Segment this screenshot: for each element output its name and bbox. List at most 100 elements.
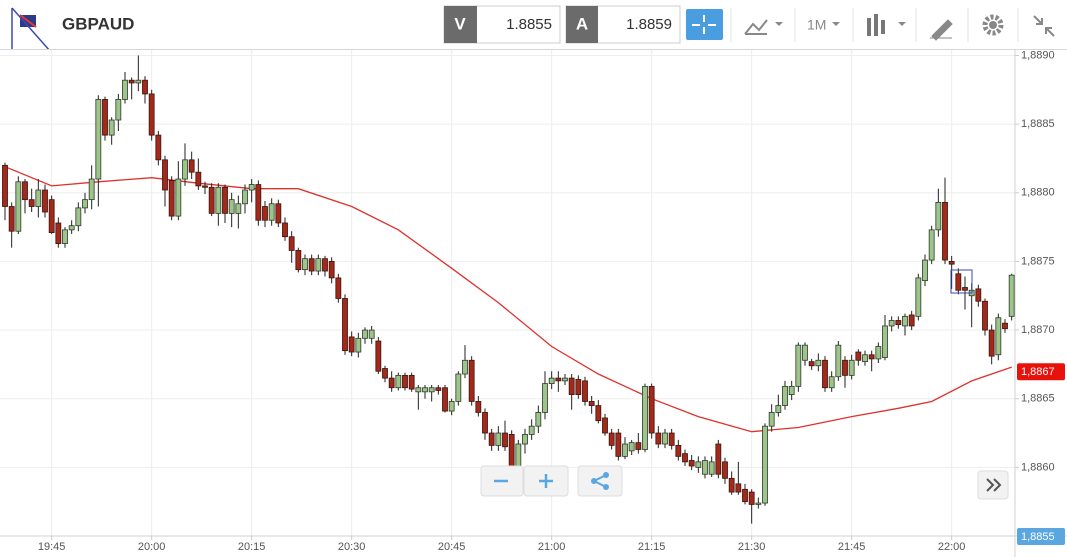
x-tick-label: 21:30	[738, 541, 766, 553]
candle-body-down	[1002, 322, 1008, 330]
share-dot	[591, 478, 597, 484]
candle-body-down	[295, 250, 302, 271]
y-tick-label: 1,8870	[1021, 324, 1055, 336]
candle-body-down	[482, 412, 488, 434]
x-tick-label: 20:00	[138, 541, 166, 553]
candle-body-down	[148, 93, 155, 136]
candle-body-down	[282, 222, 288, 238]
candle-body-down	[982, 300, 988, 331]
draw-icon[interactable]	[930, 19, 953, 41]
candle-body-down	[222, 186, 228, 214]
candle-body-up	[495, 432, 502, 446]
candle-body-up	[795, 344, 802, 387]
scroll-end-icon	[986, 478, 1002, 492]
toolbar-graphics: GBPAUD V 1.8855 A 1.8859 1M	[11, 5, 1055, 49]
candle-body-down	[328, 261, 335, 279]
x-tick-label: 21:45	[838, 541, 866, 553]
candle-body-up	[95, 99, 102, 180]
candle-body-down	[128, 79, 135, 84]
candle-body-up	[235, 203, 242, 214]
symbol: GBPAUD	[62, 14, 134, 33]
candle-body-down	[288, 236, 295, 251]
settings-icon[interactable]	[982, 14, 1004, 36]
candle-body-down	[715, 443, 722, 475]
candle-body-up	[315, 258, 322, 272]
candle-body-down	[728, 477, 735, 493]
candle-body-down	[615, 432, 622, 457]
candle-body-down	[948, 261, 955, 265]
candle-body-down	[142, 79, 148, 95]
dropdown-caret	[775, 22, 783, 26]
candle-body-up	[775, 405, 782, 413]
candle-body-up	[848, 359, 855, 376]
candle-body-up	[35, 189, 42, 207]
candle-body-up	[902, 315, 908, 327]
zoom-controls	[480, 465, 1009, 500]
ask-price: 1.8859	[626, 16, 672, 33]
candle-body-down	[28, 199, 35, 207]
candle-body-up	[788, 385, 795, 395]
candle-body-up	[702, 460, 708, 475]
candle-body-down	[855, 351, 862, 361]
candle-body-up	[215, 186, 222, 214]
candle-body-down	[102, 99, 108, 136]
collapse-icon[interactable]	[1033, 15, 1055, 37]
candle-body-up	[922, 259, 928, 282]
y-tick-label: 1,8865	[1021, 393, 1055, 405]
y-tick-label: 1,8890	[1021, 50, 1055, 61]
candle-body-down	[555, 377, 562, 382]
candle-body-down	[475, 401, 482, 413]
x-tick-label: 19:45	[38, 541, 66, 553]
share-button[interactable]	[577, 465, 623, 497]
candle-body-down	[955, 273, 962, 291]
candle-body-up	[135, 79, 142, 84]
candle-body-down	[335, 277, 342, 299]
candle-body-down	[488, 432, 495, 446]
bid-label: V	[454, 14, 466, 33]
x-tick-label: 20:30	[338, 541, 366, 553]
candle-body-down	[188, 159, 195, 173]
candle-body-up	[562, 377, 568, 382]
candle-body-down	[468, 359, 475, 402]
share-dot	[603, 472, 609, 478]
candle-body-up	[755, 502, 762, 505]
candle-body-up	[395, 374, 402, 389]
candle-body-up	[62, 229, 68, 244]
candle-body-up	[242, 189, 248, 205]
price-marker-label: 1,8855	[1021, 531, 1055, 543]
candle-body-up	[228, 199, 235, 214]
ask-label: A	[576, 14, 588, 33]
candle-body-down	[48, 199, 55, 233]
candle-body-down	[308, 258, 315, 272]
timeframe[interactable]: 1M	[807, 17, 826, 33]
crosshair-icon	[692, 15, 716, 34]
candle-body-down	[582, 380, 588, 402]
candle-body-up	[268, 203, 275, 221]
candle-body-up	[542, 383, 548, 413]
candle-body-down	[748, 491, 755, 505]
toolbar: GBPAUD V 1.8855 A 1.8859 1M	[0, 0, 1067, 50]
candle-body-up	[875, 346, 882, 360]
candles-icon[interactable]	[867, 14, 885, 36]
plus-icon	[539, 474, 553, 488]
candle-body-up	[182, 159, 188, 180]
candle-body-down	[595, 405, 602, 422]
crosshair-button[interactable]	[686, 9, 723, 40]
candle-body-up	[928, 229, 935, 261]
settings-core	[989, 21, 997, 29]
candle-body-down	[382, 368, 388, 379]
candle-body-down	[208, 186, 215, 214]
candle-body-up	[708, 461, 715, 475]
candle-body-down	[895, 320, 902, 325]
candle-body-up	[248, 184, 255, 191]
chart-type-icon[interactable]	[744, 19, 768, 35]
candle-body-up	[122, 79, 128, 100]
candle-body-up	[115, 99, 122, 121]
candle-body-down	[275, 203, 282, 224]
candle-body-down	[435, 387, 442, 391]
candle-body-down	[2, 164, 8, 207]
candle-body-up	[455, 373, 462, 402]
candle-body-down	[822, 359, 828, 389]
candle-body-up	[68, 225, 75, 231]
